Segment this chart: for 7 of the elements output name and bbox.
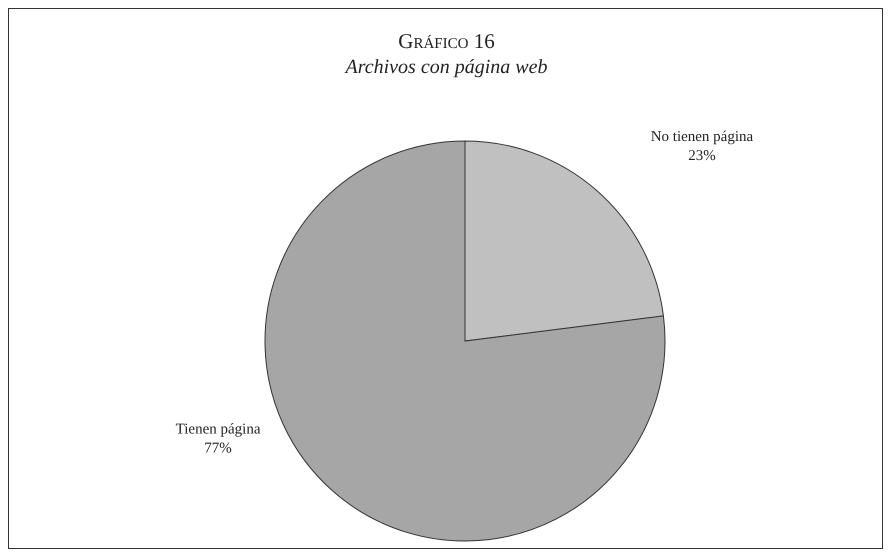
chart-subtitle: Archivos con página web <box>344 56 548 79</box>
slice-label: No tienen página <box>650 128 754 145</box>
chart-title: Gráfico 16 <box>397 29 496 54</box>
pie-slice <box>264 140 666 542</box>
data-label: 77% <box>204 440 232 457</box>
slice-label: Tienen página <box>176 422 261 438</box>
data-label: 23% <box>688 148 716 164</box>
